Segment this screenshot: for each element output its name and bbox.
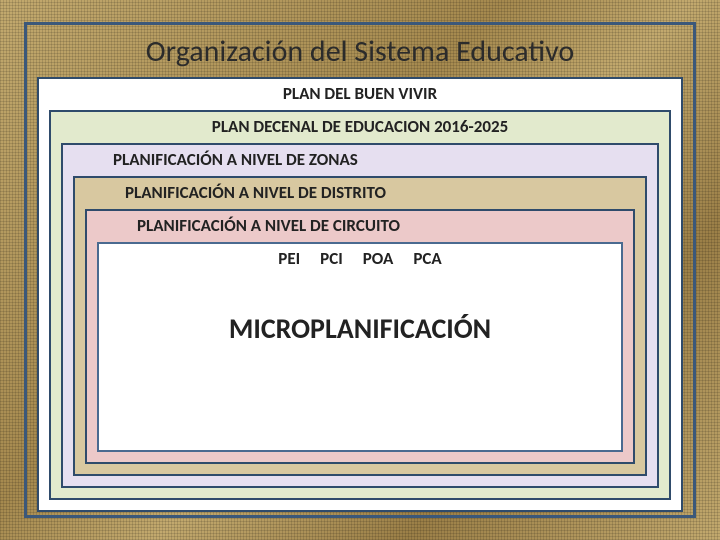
outer-frame: Organización del Sistema Educativo PLAN … — [24, 22, 696, 518]
acronym-poa: POA — [363, 248, 394, 269]
level-zonas: PLANIFICACIÓN A NIVEL DE ZONAS PLANIFICA… — [61, 143, 659, 488]
level-plan-decenal: PLAN DECENAL DE EDUCACION 2016-2025 PLAN… — [49, 110, 671, 500]
slide-title: Organización del Sistema Educativo — [37, 27, 683, 77]
level-label: PLANIFICACIÓN A NIVEL DE ZONAS — [73, 149, 647, 170]
level-buen-vivir: PLAN DEL BUEN VIVIR PLAN DECENAL DE EDUC… — [37, 77, 683, 512]
level-label: PLANIFICACIÓN A NIVEL DE DISTRITO — [85, 182, 635, 203]
acronym-row: PEI PCI POA PCA — [109, 248, 611, 269]
level-label: PLAN DEL BUEN VIVIR — [49, 83, 671, 104]
acronym-pei: PEI — [278, 248, 300, 269]
level-label: PLAN DECENAL DE EDUCACION 2016-2025 — [61, 116, 659, 137]
level-distrito: PLANIFICACIÓN A NIVEL DE DISTRITO PLANIF… — [73, 176, 647, 476]
level-institucional: PEI PCI POA PCA MICROPLANIFICACIÓN — [97, 242, 623, 452]
acronym-pci: PCI — [320, 248, 343, 269]
slide: Organización del Sistema Educativo PLAN … — [0, 0, 720, 540]
level-label: PLANIFICACIÓN A NIVEL DE CIRCUITO — [97, 215, 623, 236]
level-circuito: PLANIFICACIÓN A NIVEL DE CIRCUITO PEI PC… — [85, 209, 635, 464]
microplanificacion-label: MICROPLANIFICACIÓN — [109, 311, 611, 346]
acronym-pca: PCA — [413, 248, 441, 269]
